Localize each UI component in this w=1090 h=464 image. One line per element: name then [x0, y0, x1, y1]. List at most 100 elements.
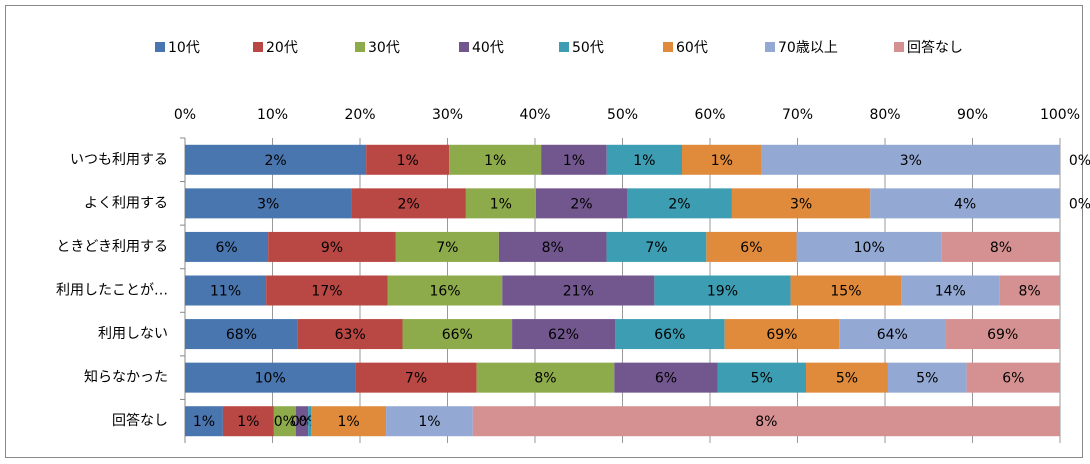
bar-segment — [706, 231, 797, 262]
bar-segment — [185, 231, 269, 262]
x-tick-label: 20% — [344, 107, 375, 123]
bar-segment — [999, 275, 1060, 306]
bar-segment — [402, 319, 513, 350]
data-label: 1% — [490, 196, 512, 212]
data-label: 1% — [418, 414, 440, 430]
legend-swatch — [765, 42, 775, 52]
bar-segment — [966, 362, 1060, 393]
data-label: 4% — [954, 196, 976, 212]
bar-segment — [366, 144, 450, 175]
bar-segment — [295, 406, 309, 437]
bar-segment — [717, 362, 807, 393]
data-label: 14% — [935, 284, 966, 300]
y-tick-label: 利用しない — [98, 326, 168, 342]
x-tick-label: 80% — [869, 107, 900, 123]
data-label: 8% — [755, 414, 777, 430]
data-label: 68% — [226, 327, 257, 343]
bar-segment — [502, 275, 655, 306]
x-tick-label: 60% — [694, 107, 725, 123]
bar-segment — [268, 231, 396, 262]
x-tick-label: 70% — [782, 107, 813, 123]
bar-segment — [465, 188, 536, 219]
bar-segment — [355, 362, 477, 393]
bar-segment — [790, 275, 902, 306]
bar-segment — [606, 144, 682, 175]
legend-label: 30代 — [368, 40, 400, 56]
data-label: 1% — [563, 153, 585, 169]
legend-label: 70歳以上 — [778, 40, 838, 56]
data-label: 16% — [429, 284, 460, 300]
x-tick-label: 10% — [257, 107, 288, 123]
legend-swatch — [355, 42, 365, 52]
data-label: 9% — [321, 240, 343, 256]
bar-segment — [606, 231, 707, 262]
data-label: 69% — [987, 327, 1018, 343]
bar-segment — [761, 144, 1060, 175]
legend-label: 10代 — [168, 40, 200, 56]
bar-segment — [449, 144, 542, 175]
bar-segment — [901, 275, 1000, 306]
data-label: 0% — [274, 414, 296, 430]
data-label: 11% — [210, 284, 241, 300]
data-label: 8% — [1018, 284, 1040, 300]
bar-segment — [731, 188, 871, 219]
data-label: 8% — [534, 371, 556, 387]
data-label: 6% — [655, 371, 677, 387]
bar-segment — [185, 275, 267, 306]
bar-segment — [311, 406, 387, 437]
bar-segment — [395, 231, 499, 262]
data-label: 3% — [257, 196, 279, 212]
y-tick-label: 利用したことが… — [56, 283, 168, 299]
data-label: 1% — [337, 414, 359, 430]
bar-segment — [512, 319, 616, 350]
bar-segment — [614, 362, 718, 393]
y-tick-label: 回答なし — [112, 412, 168, 429]
bar-segment — [887, 362, 967, 393]
data-label: 2% — [398, 196, 420, 212]
data-label: 2% — [668, 196, 690, 212]
legend-swatch — [459, 42, 469, 52]
x-tick-label: 0% — [174, 107, 196, 123]
bar-segment — [498, 231, 607, 262]
bar-segment — [839, 319, 946, 350]
bar-segment — [796, 231, 942, 262]
legend-swatch — [894, 42, 904, 52]
bar-segment — [806, 362, 888, 393]
bar-segment — [185, 319, 298, 350]
bar-segment — [185, 144, 367, 175]
bar-segment — [351, 188, 466, 219]
y-tick-label: よく利用する — [84, 195, 168, 211]
data-label: 15% — [830, 284, 861, 300]
data-label: 1% — [484, 153, 506, 169]
legend-label: 回答なし — [907, 39, 963, 56]
data-label: 21% — [563, 284, 594, 300]
data-label: 7% — [405, 371, 427, 387]
data-label: 5% — [916, 371, 938, 387]
data-label: 8% — [990, 240, 1012, 256]
bar-segment — [476, 362, 615, 393]
data-label: 66% — [654, 327, 685, 343]
legend-swatch — [663, 42, 673, 52]
data-label: 3% — [900, 153, 922, 169]
data-label: 3% — [790, 196, 812, 212]
data-label: 1% — [711, 153, 733, 169]
bar-segment — [870, 188, 1060, 219]
bar-segment — [308, 406, 312, 437]
data-label: 6% — [215, 240, 237, 256]
bar-segment — [682, 144, 762, 175]
data-label: 5% — [751, 371, 773, 387]
data-label: 69% — [766, 327, 797, 343]
legend-label: 40代 — [472, 40, 504, 56]
data-label: 1% — [193, 414, 215, 430]
data-label: 1% — [237, 414, 259, 430]
y-tick-label: ときどき利用する — [56, 239, 168, 255]
x-tick-label: 90% — [957, 107, 988, 123]
data-label: 19% — [707, 284, 738, 300]
data-label: 6% — [740, 240, 762, 256]
bar-segment — [724, 319, 840, 350]
bar-segment — [541, 144, 607, 175]
bar-segment — [654, 275, 791, 306]
data-label: 62% — [548, 327, 579, 343]
data-label: 17% — [311, 284, 342, 300]
data-label: 1% — [633, 153, 655, 169]
